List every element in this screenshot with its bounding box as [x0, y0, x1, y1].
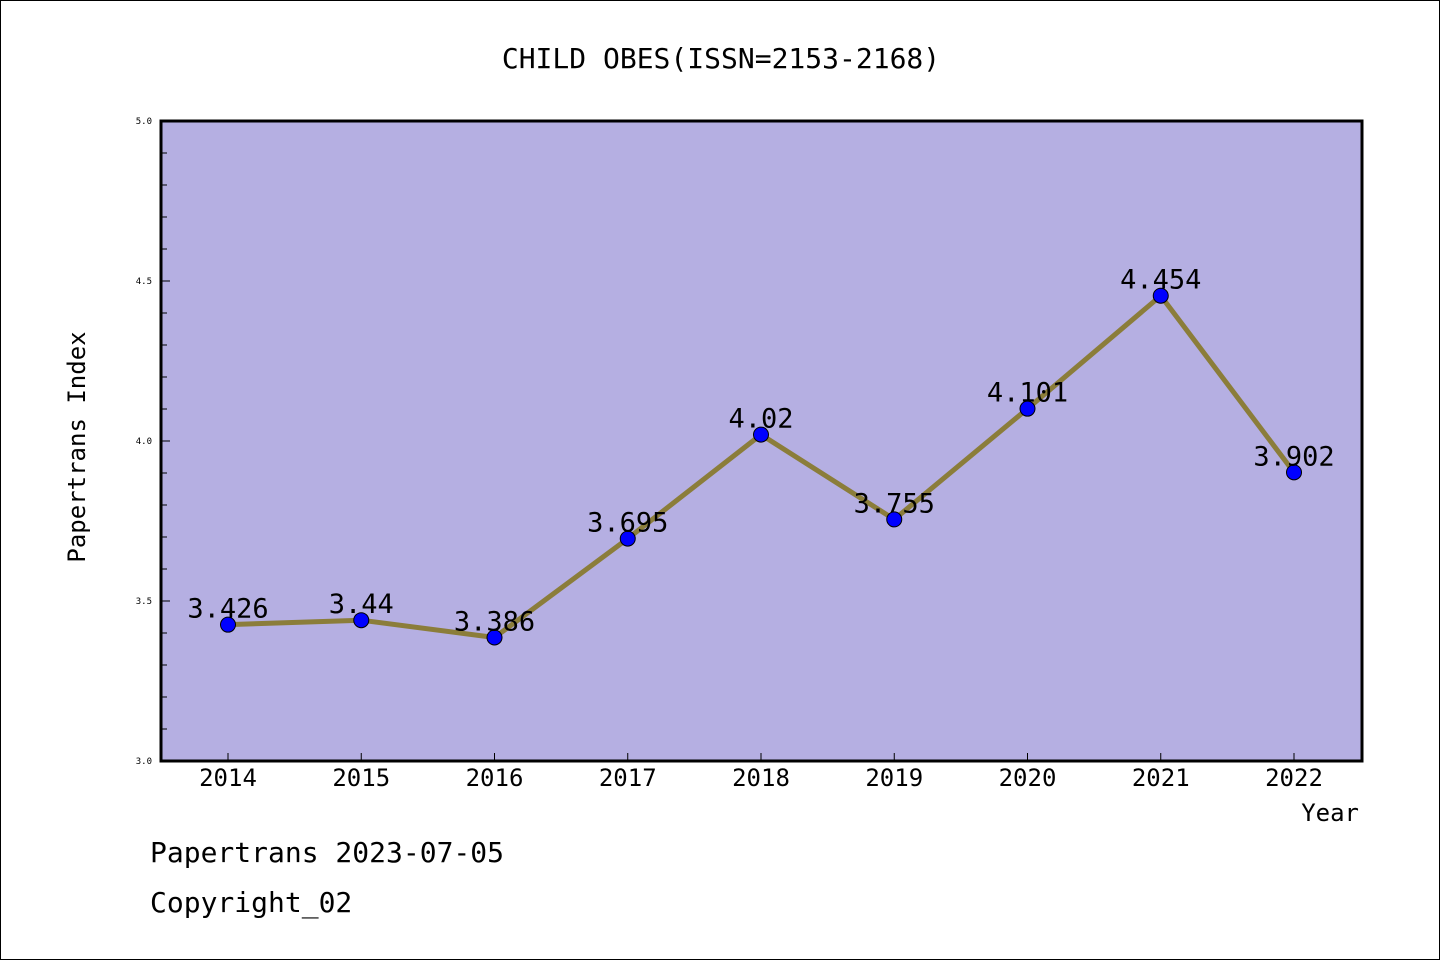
data-label: 3.44 [329, 589, 394, 620]
data-point [353, 612, 370, 629]
x-tick-label: 2020 [999, 764, 1057, 792]
data-label: 4.454 [1120, 265, 1201, 296]
x-tick-label: 2014 [199, 764, 257, 792]
data-point [619, 530, 636, 547]
data-label: 3.426 [187, 594, 268, 625]
x-tick-label: 2016 [466, 764, 524, 792]
data-label: 4.101 [987, 378, 1068, 409]
y-tick-label: 3.5 [136, 597, 152, 607]
y-tick-label: 5.0 [136, 117, 152, 127]
data-point [1286, 464, 1302, 481]
data-point [753, 426, 769, 443]
x-tick-label: 2017 [599, 764, 657, 792]
chart-title: CHILD OBES(ISSN=2153-2168) [502, 42, 940, 75]
x-axis: 2014 2015 2016 2017 2018 2019 2020 2021 2022 [199, 753, 1323, 792]
y-axis: 3.0 3.5 4.0 4.5 5.0 [136, 117, 170, 767]
y-tick-label: 4.5 [136, 277, 152, 287]
x-axis-label: Year [1301, 799, 1359, 827]
y-tick-label: 4.0 [136, 437, 152, 447]
y-axis-label: Papertrans Index [63, 331, 91, 562]
x-tick-label: 2021 [1132, 764, 1190, 792]
x-tick-label: 2019 [865, 764, 923, 792]
data-label: 3.386 [454, 606, 535, 637]
data-point [886, 511, 903, 528]
data-point [220, 616, 236, 633]
y-tick-label: 3.0 [136, 757, 152, 767]
data-label: 4.02 [728, 404, 793, 435]
footer-date: Papertrans 2023-07-05 [150, 836, 505, 869]
data-point [486, 629, 503, 646]
x-tick-label: 2018 [732, 764, 790, 792]
data-label: 3.755 [854, 488, 935, 519]
x-tick-label: 2022 [1265, 764, 1323, 792]
data-label: 3.695 [587, 508, 668, 539]
data-point [1019, 400, 1036, 417]
data-point [1152, 287, 1169, 304]
data-label: 3.902 [1253, 441, 1334, 472]
x-tick-label: 2015 [332, 764, 390, 792]
series-layer: 3.426 3.44 3.386 3.695 4.02 3.755 4.101 4.454 3.… [187, 265, 1335, 646]
footer-copyright: Copyright_02 [150, 886, 353, 919]
